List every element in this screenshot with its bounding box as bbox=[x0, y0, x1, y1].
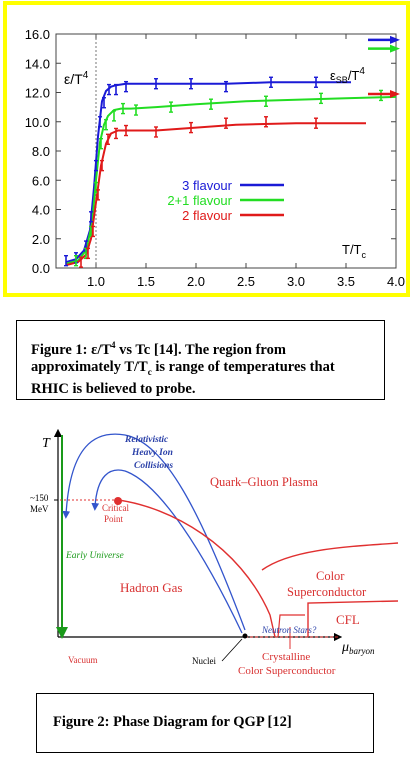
x-tick-label: 1.5 bbox=[137, 274, 155, 289]
y-tick-label: 2.0 bbox=[32, 232, 50, 247]
critical-point-label-1: Critical bbox=[102, 503, 129, 513]
neutron-stars-label: Neutron Stars? bbox=[261, 625, 317, 635]
y-tick-label: 16.0 bbox=[25, 27, 50, 42]
early-universe-label: Early Universe bbox=[65, 551, 124, 561]
y-tick-label: 8.0 bbox=[32, 144, 50, 159]
x-axis-label: T/Tc bbox=[342, 242, 367, 260]
figure-1-caption: Figure 1: ε/T4 vs Tc [14]. The region fr… bbox=[16, 320, 385, 400]
legend-label: 2+1 flavour bbox=[167, 193, 232, 208]
cfl-label: CFL bbox=[336, 612, 360, 627]
tick-label-150: ~150 bbox=[30, 493, 49, 503]
sb-limit-arrowhead bbox=[390, 35, 400, 44]
sb-limit-arrowhead bbox=[390, 89, 400, 98]
x-tick-label: 2.5 bbox=[237, 274, 255, 289]
rhic-trajectory-inner bbox=[91, 469, 243, 634]
x-tick-label: 4.0 bbox=[387, 274, 405, 289]
y-tick-label: 12.0 bbox=[25, 86, 50, 101]
y-axis-label: ε/T4 bbox=[64, 70, 89, 87]
x-tick-label: 1.0 bbox=[87, 274, 105, 289]
nuclei-marker bbox=[242, 633, 248, 639]
y-tick-label: 14.0 bbox=[25, 56, 50, 71]
rhic-label-3: Collisions bbox=[134, 461, 173, 471]
nuclei-pointer bbox=[221, 638, 243, 662]
vacuum-label: Vacuum bbox=[68, 655, 98, 665]
crystalline-label-2: Color Superconductor bbox=[238, 665, 336, 677]
color-sc-label-1: Color bbox=[316, 569, 345, 583]
cfl-boundary bbox=[307, 600, 399, 637]
hadron-gas-label: Hadron Gas bbox=[120, 580, 182, 595]
y-tick-label: 6.0 bbox=[32, 173, 50, 188]
color-sc-boundary bbox=[261, 542, 399, 571]
critical-point-marker bbox=[114, 497, 122, 505]
rhic-label-1: Relativistic bbox=[124, 435, 169, 445]
sb-limit-label: εSB/T4 bbox=[330, 66, 365, 85]
legend-label: 3 flavour bbox=[182, 178, 233, 193]
color-sc-label-2: Superconductor bbox=[287, 585, 367, 599]
x-tick-label: 2.0 bbox=[187, 274, 205, 289]
series-line-0 bbox=[65, 81, 351, 264]
y-tick-label: 0.0 bbox=[32, 261, 50, 276]
qgp-phase-diagram: T ~150 MeV μbaryon Relativistic Heavy Io… bbox=[30, 428, 399, 677]
x-tick-label: 3.0 bbox=[287, 274, 305, 289]
rhic-trajectory-outer bbox=[62, 433, 246, 631]
series-line-1 bbox=[65, 95, 397, 265]
sb-limit-arrowhead bbox=[390, 44, 400, 53]
y-tick-label: 4.0 bbox=[32, 203, 50, 218]
chart-frame bbox=[3, 1, 410, 297]
y-axis-label: T bbox=[42, 436, 51, 451]
hadron-qgp-boundary bbox=[117, 499, 276, 638]
x-tick-label: 3.5 bbox=[337, 274, 355, 289]
critical-point-label-2: Point bbox=[104, 514, 124, 524]
legend-label: 2 flavour bbox=[182, 208, 233, 223]
qgp-label: Quark–Gluon Plasma bbox=[210, 475, 318, 489]
crystalline-boundary bbox=[277, 614, 305, 638]
crystalline-label-1: Crystalline bbox=[262, 651, 310, 663]
nuclei-label: Nuclei bbox=[192, 656, 216, 666]
energy-density-chart: 0.0 2.0 4.0 6.0 8.0 10.0 12.0 14.0 16.0 1.0 1.5 2.0… bbox=[3, 1, 410, 297]
figure-2-caption: Figure 2: Phase Diagram for QGP [12] bbox=[36, 693, 374, 753]
tick-label-mev: MeV bbox=[30, 504, 49, 514]
y-tick-label: 10.0 bbox=[25, 115, 50, 130]
x-axis-label: μbaryon bbox=[341, 640, 375, 656]
rhic-label-2: Heavy Ion bbox=[131, 448, 173, 458]
